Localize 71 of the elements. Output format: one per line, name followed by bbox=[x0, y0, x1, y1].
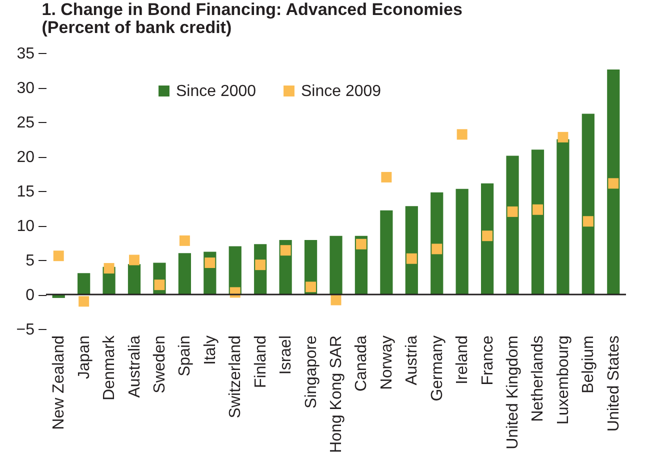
x-tick-label: United States bbox=[605, 336, 622, 432]
y-tick-label: 20 bbox=[16, 149, 35, 166]
point bbox=[608, 178, 619, 189]
y-tick-label: 15 bbox=[16, 184, 35, 200]
legend-label: Since 2000 bbox=[176, 83, 256, 100]
x-tick-label: Japan bbox=[76, 336, 93, 380]
y-tick-label: −5 bbox=[16, 322, 35, 338]
point bbox=[255, 260, 266, 270]
point bbox=[582, 216, 594, 227]
point bbox=[558, 132, 568, 142]
x-tick-label: Sweden bbox=[151, 336, 168, 394]
x-tick-label: Australia bbox=[126, 335, 144, 398]
bar bbox=[330, 236, 342, 294]
x-tick-label: France bbox=[479, 335, 496, 386]
x-tick-label: New Zealand bbox=[50, 336, 68, 430]
x-tick-label: Canada bbox=[353, 335, 370, 392]
y-tick-label: 5 bbox=[26, 252, 35, 270]
point bbox=[204, 258, 216, 268]
point bbox=[330, 294, 342, 306]
x-tick-label: Italy bbox=[202, 336, 219, 365]
y-tick-label: 25 bbox=[16, 114, 35, 132]
point bbox=[432, 244, 442, 254]
x-tick-label: Luxembourg bbox=[554, 336, 572, 424]
y-tick-label: 10 bbox=[16, 218, 35, 235]
point bbox=[179, 235, 190, 246]
point bbox=[482, 230, 493, 242]
point bbox=[306, 282, 316, 292]
bar bbox=[531, 150, 544, 294]
point bbox=[280, 245, 291, 256]
point bbox=[78, 296, 90, 307]
bar bbox=[506, 156, 519, 294]
x-tick-label: Netherlands bbox=[530, 336, 547, 422]
bar bbox=[430, 192, 444, 294]
x-tick-label: Ireland bbox=[454, 336, 472, 384]
bar bbox=[582, 114, 594, 294]
chart-subtitle: (Percent of bank credit) bbox=[42, 18, 232, 37]
bar bbox=[78, 273, 90, 294]
x-tick-label: Norway bbox=[378, 336, 396, 390]
bar bbox=[481, 183, 494, 294]
point bbox=[129, 254, 140, 266]
y-tick-label: 35 bbox=[16, 46, 35, 62]
x-tick-label: Switzerland bbox=[227, 336, 244, 418]
bar bbox=[178, 253, 191, 294]
chart-title: 1. Change in Bond Financing: Advanced Economies bbox=[42, 0, 462, 19]
x-tick-label: Belgium bbox=[580, 336, 598, 394]
x-tick-label: Germany bbox=[428, 336, 446, 402]
x-tick-label: Singapore bbox=[302, 335, 320, 408]
y-tick-label: 0 bbox=[26, 287, 35, 304]
bar bbox=[556, 139, 570, 294]
x-tick-label: Finland bbox=[252, 336, 270, 388]
point bbox=[507, 206, 518, 217]
point bbox=[456, 129, 468, 140]
x-tick-label: Denmark bbox=[101, 334, 118, 400]
bar bbox=[456, 188, 468, 294]
bar bbox=[128, 264, 141, 294]
bar bbox=[380, 210, 393, 294]
point bbox=[154, 280, 165, 290]
bar bbox=[607, 70, 620, 294]
y-tick-label: 30 bbox=[16, 80, 35, 97]
point bbox=[53, 250, 64, 262]
x-tick-label: Hong Kong SAR bbox=[328, 336, 345, 453]
x-tick-label: United Kingdom bbox=[504, 336, 522, 450]
legend-label: Since 2009 bbox=[301, 83, 382, 100]
point bbox=[356, 238, 366, 250]
point bbox=[104, 263, 114, 274]
point bbox=[381, 172, 392, 182]
point bbox=[406, 253, 417, 264]
x-tick-label: Israel bbox=[278, 336, 295, 375]
point bbox=[532, 204, 543, 215]
x-tick-label: Spain bbox=[176, 336, 194, 376]
x-tick-label: Austria bbox=[404, 335, 421, 386]
